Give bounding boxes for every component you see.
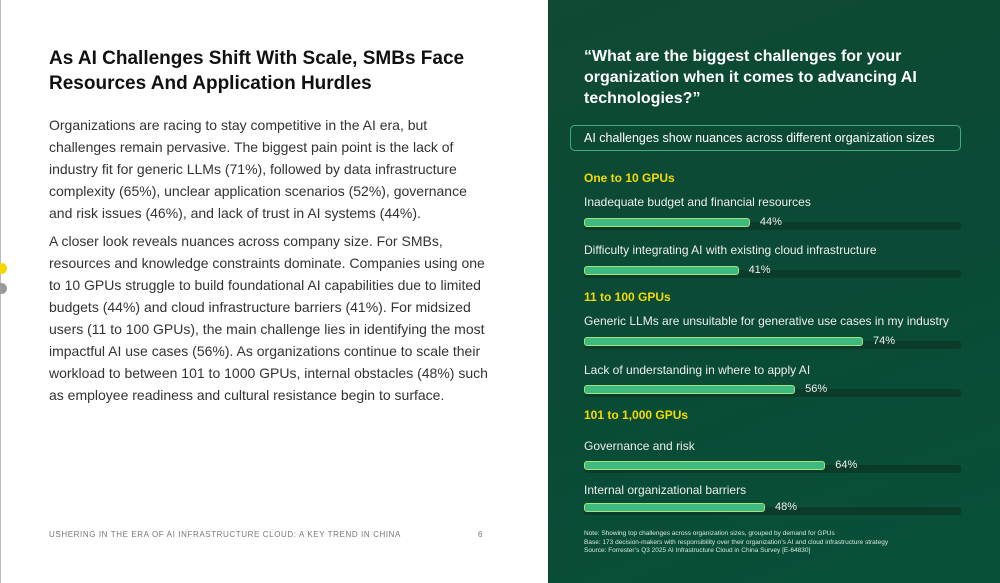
bar-value: 48%: [774, 501, 797, 513]
note: Note: Showing top challenges across orga…: [584, 530, 835, 537]
bar: [584, 337, 863, 346]
challenge-label: Generic LLMs are unsuitable for generati…: [584, 314, 949, 328]
challenge-label: Internal organizational barriers: [584, 483, 747, 497]
survey-question: “What are the biggest challenges for you…: [584, 48, 917, 107]
challenge-label: Governance and risk: [584, 439, 695, 453]
page-number: 6: [477, 530, 483, 539]
source-note: Source: Forrester’s Q3 2025 AI Infrastru…: [584, 547, 811, 554]
bar-track: 74%: [584, 335, 961, 349]
footer: USHERING IN THE ERA OF AI INFRASTRUCTURE…: [49, 530, 483, 539]
challenge-label: Lack of understanding in where to apply …: [584, 363, 811, 377]
bar-value: 44%: [759, 216, 782, 228]
bar-track: 56%: [584, 383, 961, 397]
chart-panel: “What are the biggest challenges for you…: [548, 0, 1000, 583]
group-heading: 11 to 100 GPUs: [584, 290, 671, 304]
bar: [584, 266, 739, 275]
page-title: As AI Challenges Shift With Scale, SMBs …: [49, 48, 465, 94]
bar-value: 41%: [748, 264, 771, 276]
bar-value: 56%: [805, 383, 828, 395]
paragraph: A closer look reveals nuances across com…: [49, 233, 488, 403]
nav-dot[interactable]: [0, 283, 7, 294]
bar: [584, 385, 796, 394]
notes: Note: Showing top challenges across orga…: [584, 530, 888, 556]
chart-subtitle: AI challenges show nuances across differ…: [570, 125, 961, 151]
bar-track: 44%: [584, 216, 961, 230]
challenge-label: Difficulty integrating AI with existing …: [584, 243, 877, 257]
left-page: As AI Challenges Shift With Scale, SMBs …: [0, 0, 494, 583]
bar-value: 64%: [835, 459, 858, 471]
challenge-label: Inadequate budget and financial resource…: [584, 195, 811, 209]
bar: [584, 461, 826, 470]
bar: [584, 218, 750, 227]
bar: [584, 503, 765, 512]
footer-title: USHERING IN THE ERA OF AI INFRASTRUCTURE…: [49, 530, 401, 539]
paragraph: Organizations are racing to stay competi…: [49, 117, 467, 221]
nav-dot-active[interactable]: [0, 263, 7, 274]
bar-track: 48%: [584, 501, 961, 515]
bar-track: 41%: [584, 264, 961, 278]
bar-value: 74%: [872, 335, 895, 347]
base-note: Base: 173 decision-makers with responsib…: [584, 538, 889, 546]
group-heading: 101 to 1,000 GPUs: [584, 408, 689, 422]
bar-track: 64%: [584, 459, 961, 473]
body-text: Organizations are racing to stay competi…: [49, 114, 494, 412]
group-heading: One to 10 GPUs: [584, 171, 675, 185]
